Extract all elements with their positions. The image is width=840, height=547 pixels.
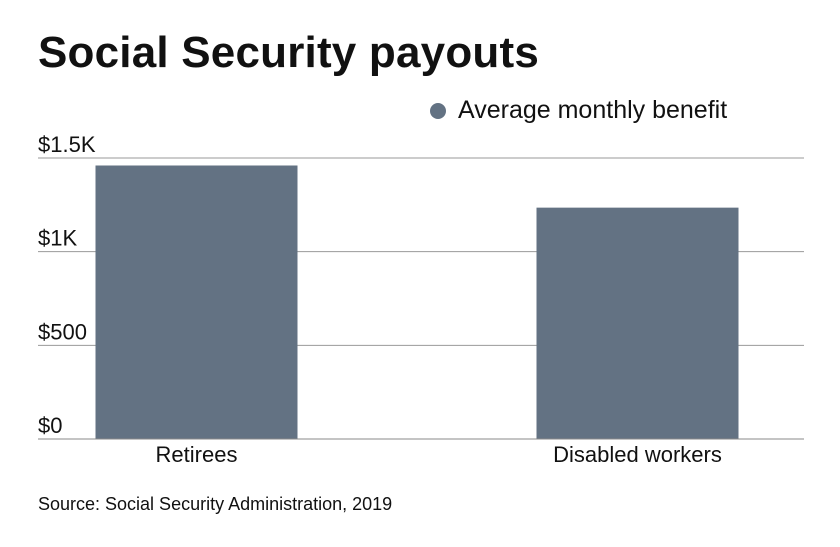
bar-retirees xyxy=(95,165,298,439)
x-tick-label: Disabled workers xyxy=(553,442,722,467)
legend: Average monthly benefit xyxy=(430,96,727,125)
y-tick-label: $500 xyxy=(38,319,87,344)
chart-title: Social Security payouts xyxy=(38,28,539,77)
x-tick-label: Retirees xyxy=(156,442,238,467)
y-tick-label: $0 xyxy=(38,413,62,438)
y-tick-label: $1.5K xyxy=(38,132,96,157)
y-tick-label: $1K xyxy=(38,226,77,251)
source-note: Source: Social Security Administration, … xyxy=(38,494,393,514)
bar-disabled-workers xyxy=(536,207,739,439)
legend-swatch xyxy=(430,102,446,119)
legend-label: Average monthly benefit xyxy=(458,96,728,124)
